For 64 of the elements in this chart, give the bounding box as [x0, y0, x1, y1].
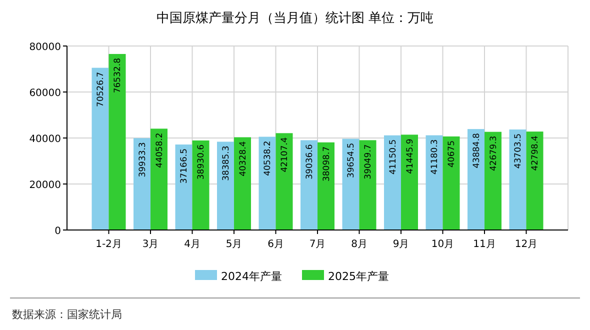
data-label: 76532.8	[113, 58, 124, 94]
legend-label: 2025年产量	[328, 270, 389, 283]
bar	[134, 138, 150, 230]
bar	[509, 129, 526, 230]
legend-label: 2024年产量	[221, 270, 282, 283]
x-tick-label: 6月	[268, 239, 284, 250]
x-tick-label: 7月	[309, 239, 326, 250]
data-label: 43884.8	[472, 133, 482, 168]
y-tick-label: 20000	[29, 180, 61, 191]
bar	[192, 140, 210, 230]
data-label: 40538.2	[263, 140, 274, 176]
bar	[217, 142, 234, 230]
bar	[92, 68, 109, 230]
bar	[442, 136, 460, 230]
data-label: 42107.4	[280, 137, 290, 172]
bar	[258, 136, 276, 230]
data-label: 37166.5	[180, 148, 190, 184]
bar	[484, 132, 502, 230]
bar	[175, 144, 192, 230]
data-label: 39933.3	[138, 142, 148, 178]
data-label: 40328.4	[238, 141, 248, 176]
bar	[150, 128, 168, 230]
x-tick-label: 9月	[392, 239, 410, 250]
data-label: 41445.9	[406, 138, 416, 174]
bar	[276, 133, 293, 230]
data-label: 39036.6	[305, 144, 315, 180]
chart-title: 中国原煤产量分月（当月值）统计图 单位：万吨	[156, 11, 434, 26]
data-label: 41150.5	[388, 139, 398, 175]
bar	[359, 140, 376, 230]
data-label: 40675	[447, 140, 458, 168]
x-tick-label: 8月	[351, 239, 368, 250]
x-tick-label: 4月	[184, 239, 200, 250]
bar	[108, 54, 126, 230]
x-tick-label: 10月	[431, 239, 454, 250]
bar	[401, 134, 418, 230]
bar	[526, 132, 544, 230]
x-tick-label: 11月	[473, 239, 496, 250]
data-label: 42679.3	[489, 136, 499, 171]
x-tick-label: 3月	[142, 239, 159, 250]
data-label: 38098.7	[322, 146, 332, 182]
bar	[234, 137, 251, 230]
bar	[318, 142, 334, 230]
data-label: 44058.2	[155, 132, 165, 168]
data-label: 38385.3	[222, 146, 232, 181]
y-tick-label: 0	[54, 226, 61, 237]
bar	[384, 135, 401, 230]
x-tick-label: 1-2月	[96, 239, 122, 250]
data-label: 43703.5	[514, 133, 524, 169]
data-label: 38930.6	[196, 144, 207, 180]
source-note: 数据来源：国家统计局	[12, 308, 122, 321]
data-label: 39654.5	[346, 142, 357, 178]
y-tick-label: 60000	[29, 88, 61, 99]
y-tick-label: 40000	[29, 134, 61, 145]
data-label: 41180.3	[430, 139, 440, 174]
data-label: 42798.4	[530, 136, 541, 171]
x-tick-label: 5月	[226, 239, 242, 250]
bar	[468, 129, 484, 230]
bar	[426, 135, 443, 230]
data-label: 39049.7	[364, 144, 374, 180]
x-tick-label: 12月	[514, 239, 538, 250]
data-label: 70526.7	[96, 72, 106, 107]
bar	[300, 140, 318, 230]
y-tick-label: 80000	[29, 42, 61, 53]
bar	[342, 138, 360, 230]
